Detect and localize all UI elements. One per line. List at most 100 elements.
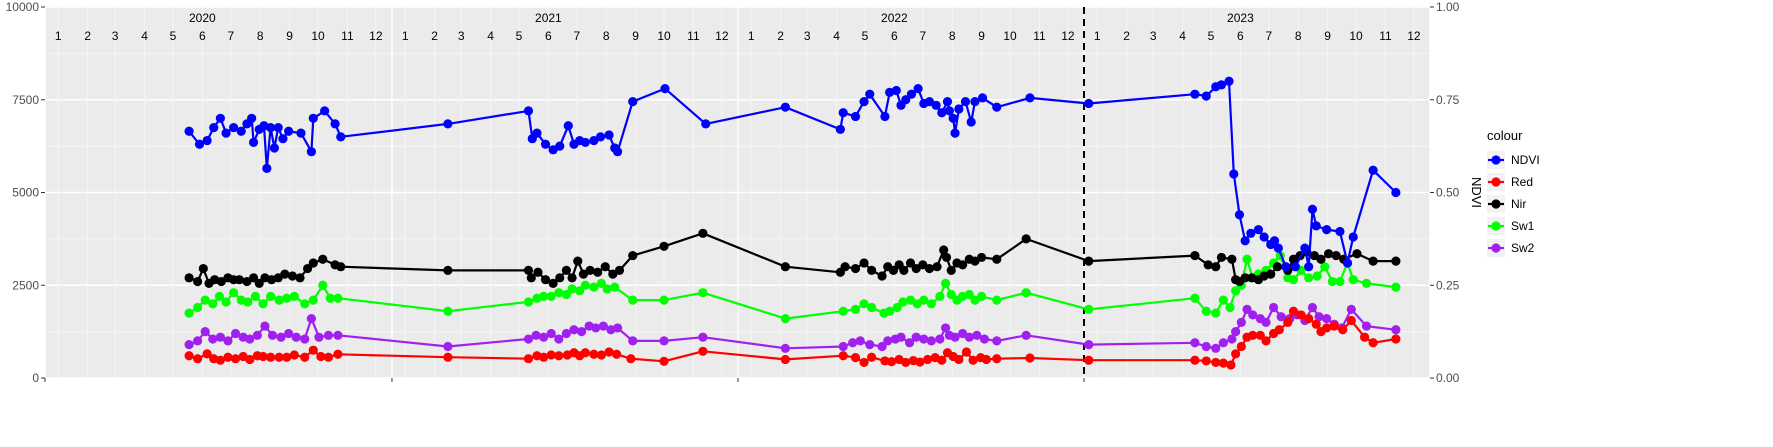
data-point-sw2	[1322, 314, 1332, 324]
data-point-ndvi	[194, 139, 205, 149]
month-label: 12	[1407, 29, 1421, 43]
data-point-red	[215, 355, 225, 365]
data-point-red	[554, 351, 564, 361]
data-point-red	[1236, 341, 1246, 352]
data-point-sw2	[935, 334, 945, 344]
data-point-red	[954, 354, 964, 365]
data-point-ndvi	[954, 104, 964, 114]
data-point-nir	[533, 267, 543, 277]
data-point-sw1	[523, 297, 534, 307]
data-point-nir	[888, 265, 899, 276]
data-point-sw2	[539, 332, 549, 342]
data-point-ndvi	[970, 97, 980, 107]
month-label: 11	[341, 29, 354, 43]
data-point-sw2	[1242, 304, 1252, 314]
data-point-sw1	[208, 299, 218, 309]
data-point-sw2	[291, 332, 301, 342]
month-label: 7	[573, 29, 580, 43]
data-point-sw2	[911, 332, 921, 342]
data-point-sw1	[561, 289, 571, 300]
data-point-nir	[184, 273, 194, 283]
data-point-nir	[1216, 252, 1227, 263]
data-point-ndvi	[1307, 204, 1318, 214]
data-point-nir	[548, 278, 558, 288]
data-point-ndvi	[1234, 210, 1245, 220]
data-point-red	[859, 357, 869, 368]
data-point-red	[193, 354, 203, 364]
data-point-sw1	[266, 291, 276, 301]
data-point-red	[1025, 353, 1035, 363]
data-point-sw2	[838, 341, 848, 352]
data-point-sw2	[260, 321, 270, 331]
data-point-ndvi	[1348, 232, 1358, 242]
data-point-ndvi	[209, 122, 219, 133]
data-point-sw2	[284, 328, 294, 339]
data-point-red	[1359, 332, 1370, 342]
data-point-red	[915, 357, 925, 367]
data-point-red	[1255, 330, 1265, 340]
month-label: 6	[545, 29, 552, 43]
data-point-sw2	[276, 332, 286, 342]
legend-key-point-red	[1491, 177, 1501, 187]
data-point-red	[289, 350, 299, 360]
data-point-ndvi	[891, 85, 901, 96]
data-point-red	[937, 355, 947, 365]
data-point-sw1	[780, 314, 790, 324]
data-point-sw1	[919, 295, 929, 305]
data-point-nir	[1084, 256, 1094, 266]
data-point-sw1	[1084, 304, 1094, 314]
data-point-sw1	[1190, 293, 1200, 303]
data-point-red	[698, 346, 708, 356]
data-point-sw2	[855, 336, 865, 346]
data-point-ndvi	[229, 122, 239, 133]
data-point-nir	[280, 269, 290, 279]
data-point-red	[1283, 317, 1293, 327]
data-point-nir	[198, 263, 208, 274]
data-point-sw1	[610, 282, 620, 292]
data-point-sw2	[1346, 304, 1356, 314]
data-point-ndvi	[1273, 243, 1283, 253]
month-label: 8	[1295, 29, 1302, 43]
data-point-red	[1346, 315, 1356, 326]
data-point-sw2	[1084, 340, 1094, 350]
month-label: 11	[1033, 29, 1046, 43]
data-point-sw1	[333, 293, 343, 303]
data-point-ndvi	[931, 100, 941, 110]
data-point-nir	[867, 265, 877, 276]
data-point-sw2	[300, 334, 310, 344]
data-point-ndvi	[330, 119, 340, 129]
data-point-nir	[555, 273, 565, 283]
data-point-sw2	[576, 327, 587, 337]
data-point-nir	[939, 245, 949, 255]
data-point-sw1	[926, 299, 936, 309]
data-point-red	[300, 352, 310, 362]
data-point-sw2	[561, 328, 571, 339]
data-point-red	[992, 354, 1002, 364]
data-point-nir	[573, 256, 583, 266]
month-label: 10	[1349, 29, 1363, 43]
data-point-ndvi	[992, 102, 1002, 112]
month-label: 6	[1237, 29, 1244, 43]
data-point-nir	[302, 263, 313, 274]
data-point-red	[1226, 360, 1236, 370]
data-point-sw2	[940, 323, 951, 333]
data-point-sw1	[1320, 262, 1330, 272]
data-point-sw1	[1021, 288, 1031, 298]
month-label: 12	[369, 29, 383, 43]
data-point-sw1	[946, 289, 956, 300]
month-label: 11	[1379, 29, 1392, 43]
data-point-sw2	[230, 328, 241, 339]
data-point-ndvi	[306, 147, 316, 157]
data-point-ndvi	[563, 121, 573, 131]
data-point-sw2	[1314, 312, 1324, 322]
data-point-sw1	[274, 295, 284, 305]
data-point-sw1	[1201, 306, 1211, 316]
data-point-sw2	[598, 321, 608, 331]
data-point-sw2	[306, 314, 316, 324]
data-point-sw1	[1312, 271, 1322, 281]
data-point-ndvi	[308, 113, 318, 123]
data-point-red	[589, 349, 599, 359]
data-point-ndvi	[942, 97, 953, 107]
data-point-sw2	[223, 336, 233, 346]
data-point-red	[184, 351, 194, 361]
